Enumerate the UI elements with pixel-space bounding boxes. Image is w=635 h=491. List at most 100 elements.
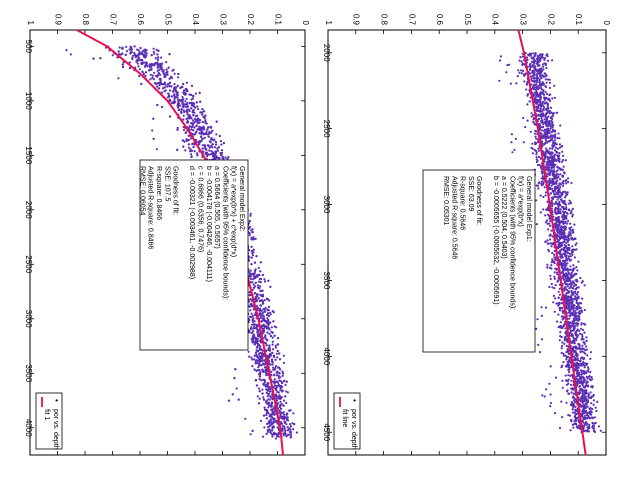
data-point (587, 394, 590, 397)
data-point (521, 69, 525, 72)
data-point (131, 57, 134, 61)
data-point (172, 68, 175, 71)
data-point (152, 47, 155, 50)
data-point (136, 62, 139, 65)
data-point (571, 311, 574, 314)
data-point (555, 170, 558, 173)
data-point (536, 57, 539, 60)
data-point (520, 60, 523, 63)
data-point (546, 59, 550, 63)
data-point (556, 228, 559, 231)
data-point (571, 280, 574, 283)
data-point (564, 277, 567, 280)
data-point (575, 266, 578, 269)
data-point (553, 287, 556, 290)
data-point (575, 423, 578, 426)
data-point (560, 254, 564, 257)
data-point (558, 143, 562, 146)
data-point (258, 352, 261, 356)
fit-results-line: SSE: 63.09 (467, 176, 474, 212)
fit-results-line: a = 0.5222 (0.504, 0.5403) (500, 176, 507, 259)
data-point (585, 339, 588, 343)
data-point (574, 405, 577, 408)
data-point (282, 361, 285, 364)
data-point (539, 132, 542, 135)
data-point (271, 340, 274, 343)
data-point (568, 268, 571, 271)
data-point (577, 314, 580, 317)
data-point (153, 71, 156, 74)
data-point (568, 311, 571, 314)
data-point (555, 191, 558, 194)
data-point (200, 135, 203, 138)
data-point (570, 341, 573, 344)
data-point (253, 358, 256, 361)
data-point (561, 174, 565, 177)
data-point (160, 56, 163, 59)
data-point (278, 409, 281, 412)
data-point (545, 388, 548, 391)
data-point (573, 256, 577, 259)
data-point (518, 71, 521, 74)
x-tick-label: 3000 (24, 310, 33, 328)
data-point (583, 379, 587, 382)
data-point (577, 260, 580, 263)
data-point (543, 96, 547, 100)
data-point (549, 220, 552, 223)
data-point (582, 412, 585, 415)
data-point (514, 137, 518, 140)
data-point (589, 351, 593, 354)
data-point (533, 88, 536, 91)
data-point (543, 121, 547, 124)
data-point (564, 259, 567, 262)
data-point (567, 414, 570, 417)
data-point (548, 78, 551, 81)
data-point (545, 85, 548, 88)
data-point (571, 213, 574, 216)
data-point (539, 166, 543, 169)
data-point (581, 392, 584, 395)
data-point (510, 133, 513, 136)
data-point (557, 290, 560, 293)
data-point (562, 352, 565, 355)
x-tick-label: 2000 (322, 44, 331, 62)
data-point (564, 228, 567, 231)
data-point (563, 225, 566, 228)
data-point (154, 74, 157, 77)
data-point (185, 81, 188, 84)
data-point (523, 80, 526, 83)
data-point (522, 141, 525, 144)
data-point (249, 277, 252, 280)
data-point (556, 320, 559, 323)
data-point (569, 295, 572, 299)
data-point (535, 184, 538, 187)
data-point (562, 229, 565, 232)
data-point (533, 74, 536, 77)
data-point (575, 425, 578, 428)
fit-results-line: f(x) = a*exp(b*x) (517, 176, 524, 227)
data-point (550, 187, 554, 190)
data-point (259, 345, 262, 348)
data-point (568, 199, 571, 202)
data-point (586, 354, 589, 357)
data-point (574, 368, 577, 371)
data-point (268, 385, 271, 389)
data-point (269, 311, 272, 314)
data-point (550, 199, 553, 202)
data-point (554, 223, 557, 226)
data-point (551, 136, 554, 139)
x-tick-label: 4500 (322, 423, 331, 441)
data-point (572, 411, 575, 414)
data-point (533, 97, 536, 100)
data-point (568, 248, 571, 251)
data-point (572, 310, 575, 313)
data-point (193, 111, 196, 114)
data-point (542, 104, 545, 107)
fit-results-line: General model Exp1: (525, 176, 532, 242)
data-point (550, 138, 553, 142)
x-tick-label: 500 (24, 40, 33, 54)
data-point (199, 100, 202, 103)
data-point (256, 304, 259, 307)
data-point (574, 365, 577, 368)
data-point (566, 191, 569, 194)
